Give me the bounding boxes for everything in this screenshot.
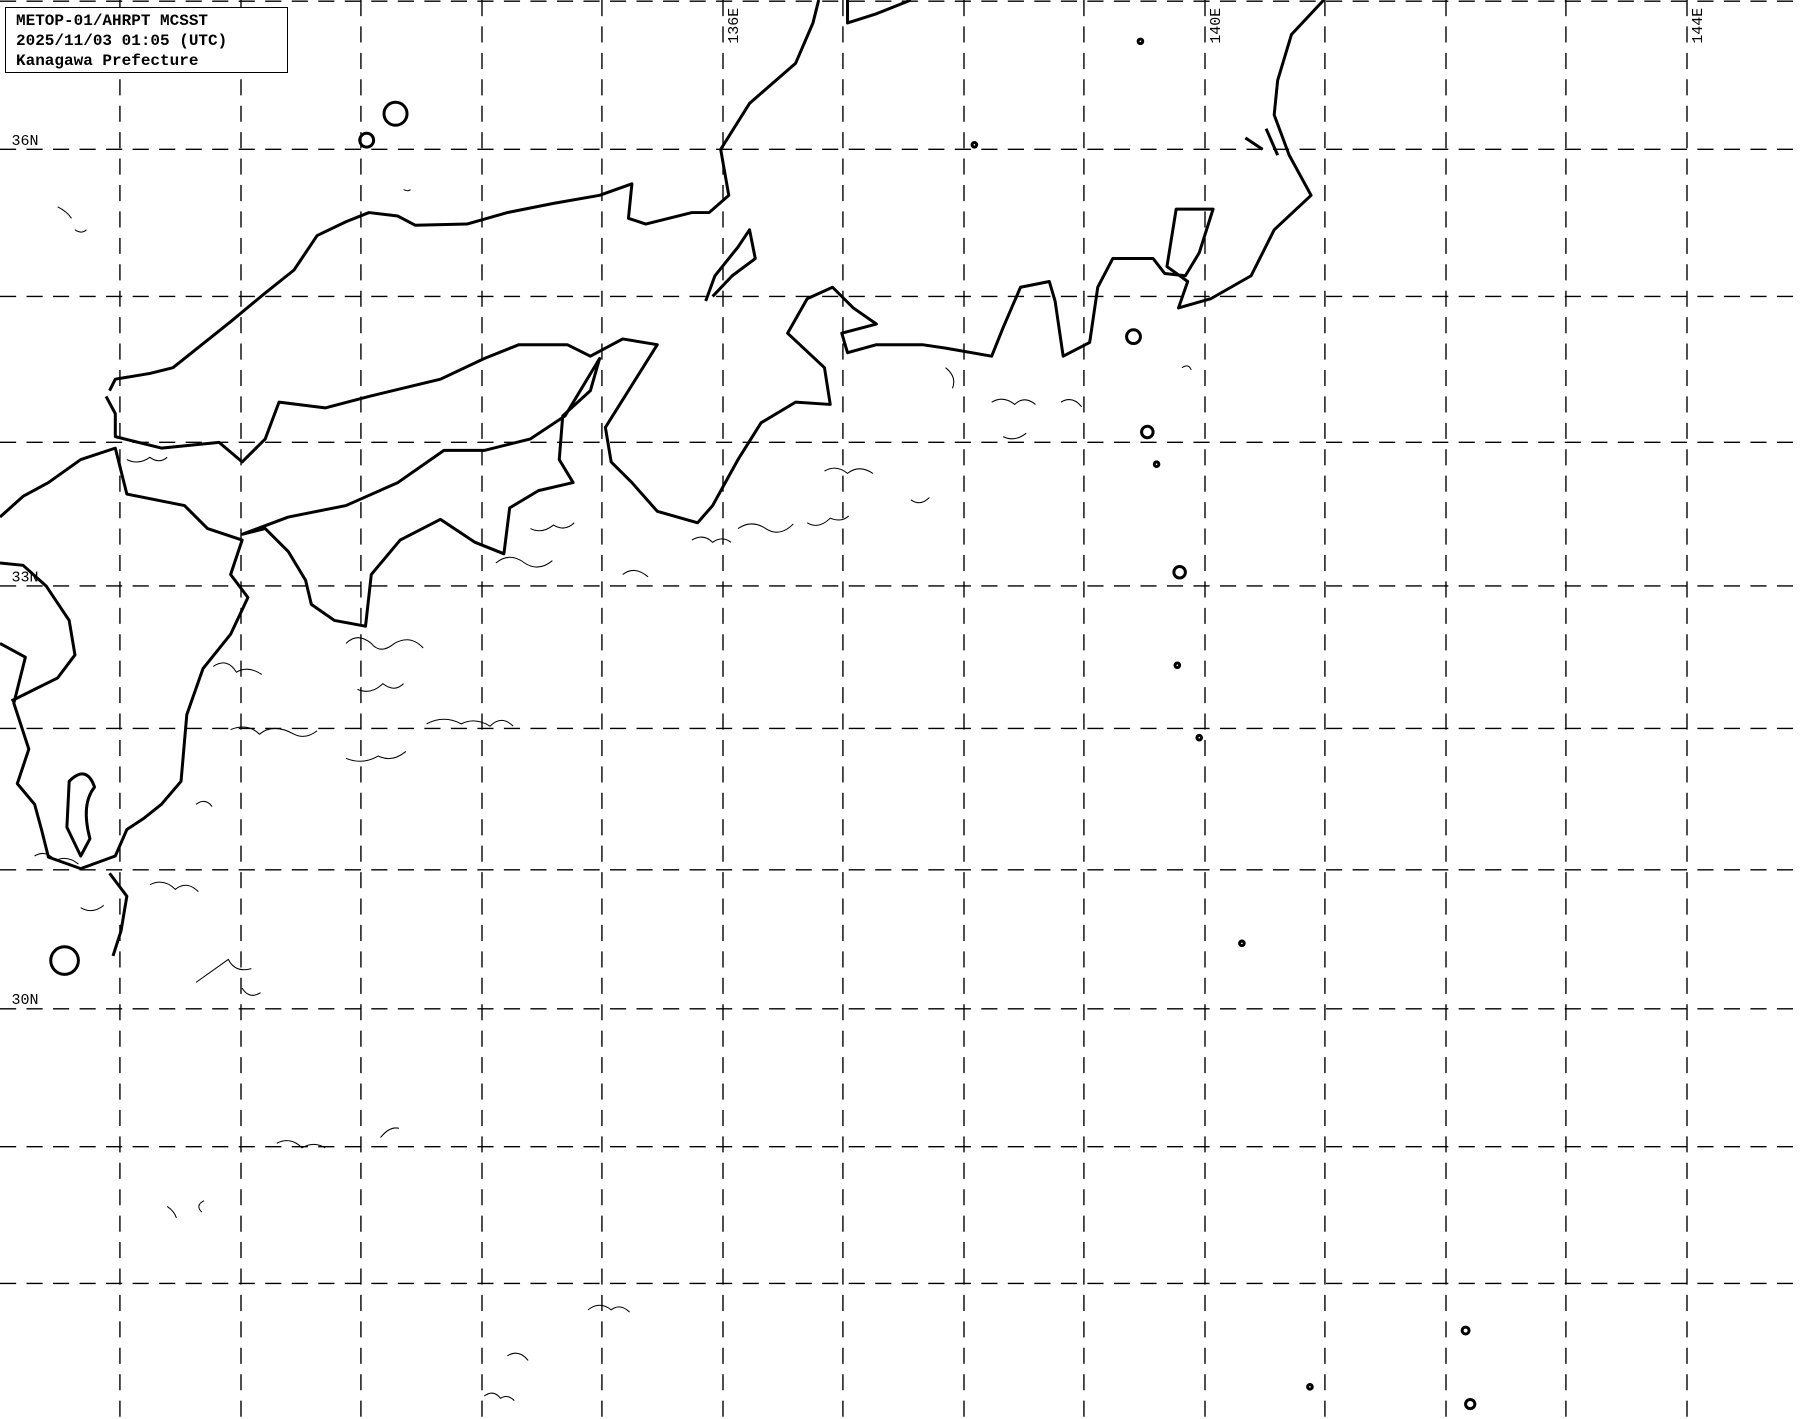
longitude-labels: 136E 140E 144E	[727, 8, 1707, 44]
sst-contours	[34, 189, 1192, 1401]
lat-label-36n: 36N	[12, 134, 39, 150]
lon-label-140e: 140E	[1209, 8, 1225, 44]
satellite-product: METOP-01/AHRPT MCSST	[16, 12, 209, 30]
lat-label-30n: 30N	[12, 993, 39, 1009]
info-box: METOP-01/AHRPT MCSST 2025/11/03 01:05 (U…	[5, 7, 288, 73]
lon-label-144e: 144E	[1691, 8, 1707, 44]
lon-label-136e: 136E	[727, 8, 743, 44]
latitude-labels: 36N 33N 30N	[12, 134, 39, 1009]
lat-label-33n: 33N	[12, 570, 39, 586]
coastline	[0, 0, 1477, 1411]
provider: Kanagawa Prefecture	[16, 52, 199, 70]
observation-time: 2025/11/03 01:05 (UTC)	[16, 32, 228, 50]
